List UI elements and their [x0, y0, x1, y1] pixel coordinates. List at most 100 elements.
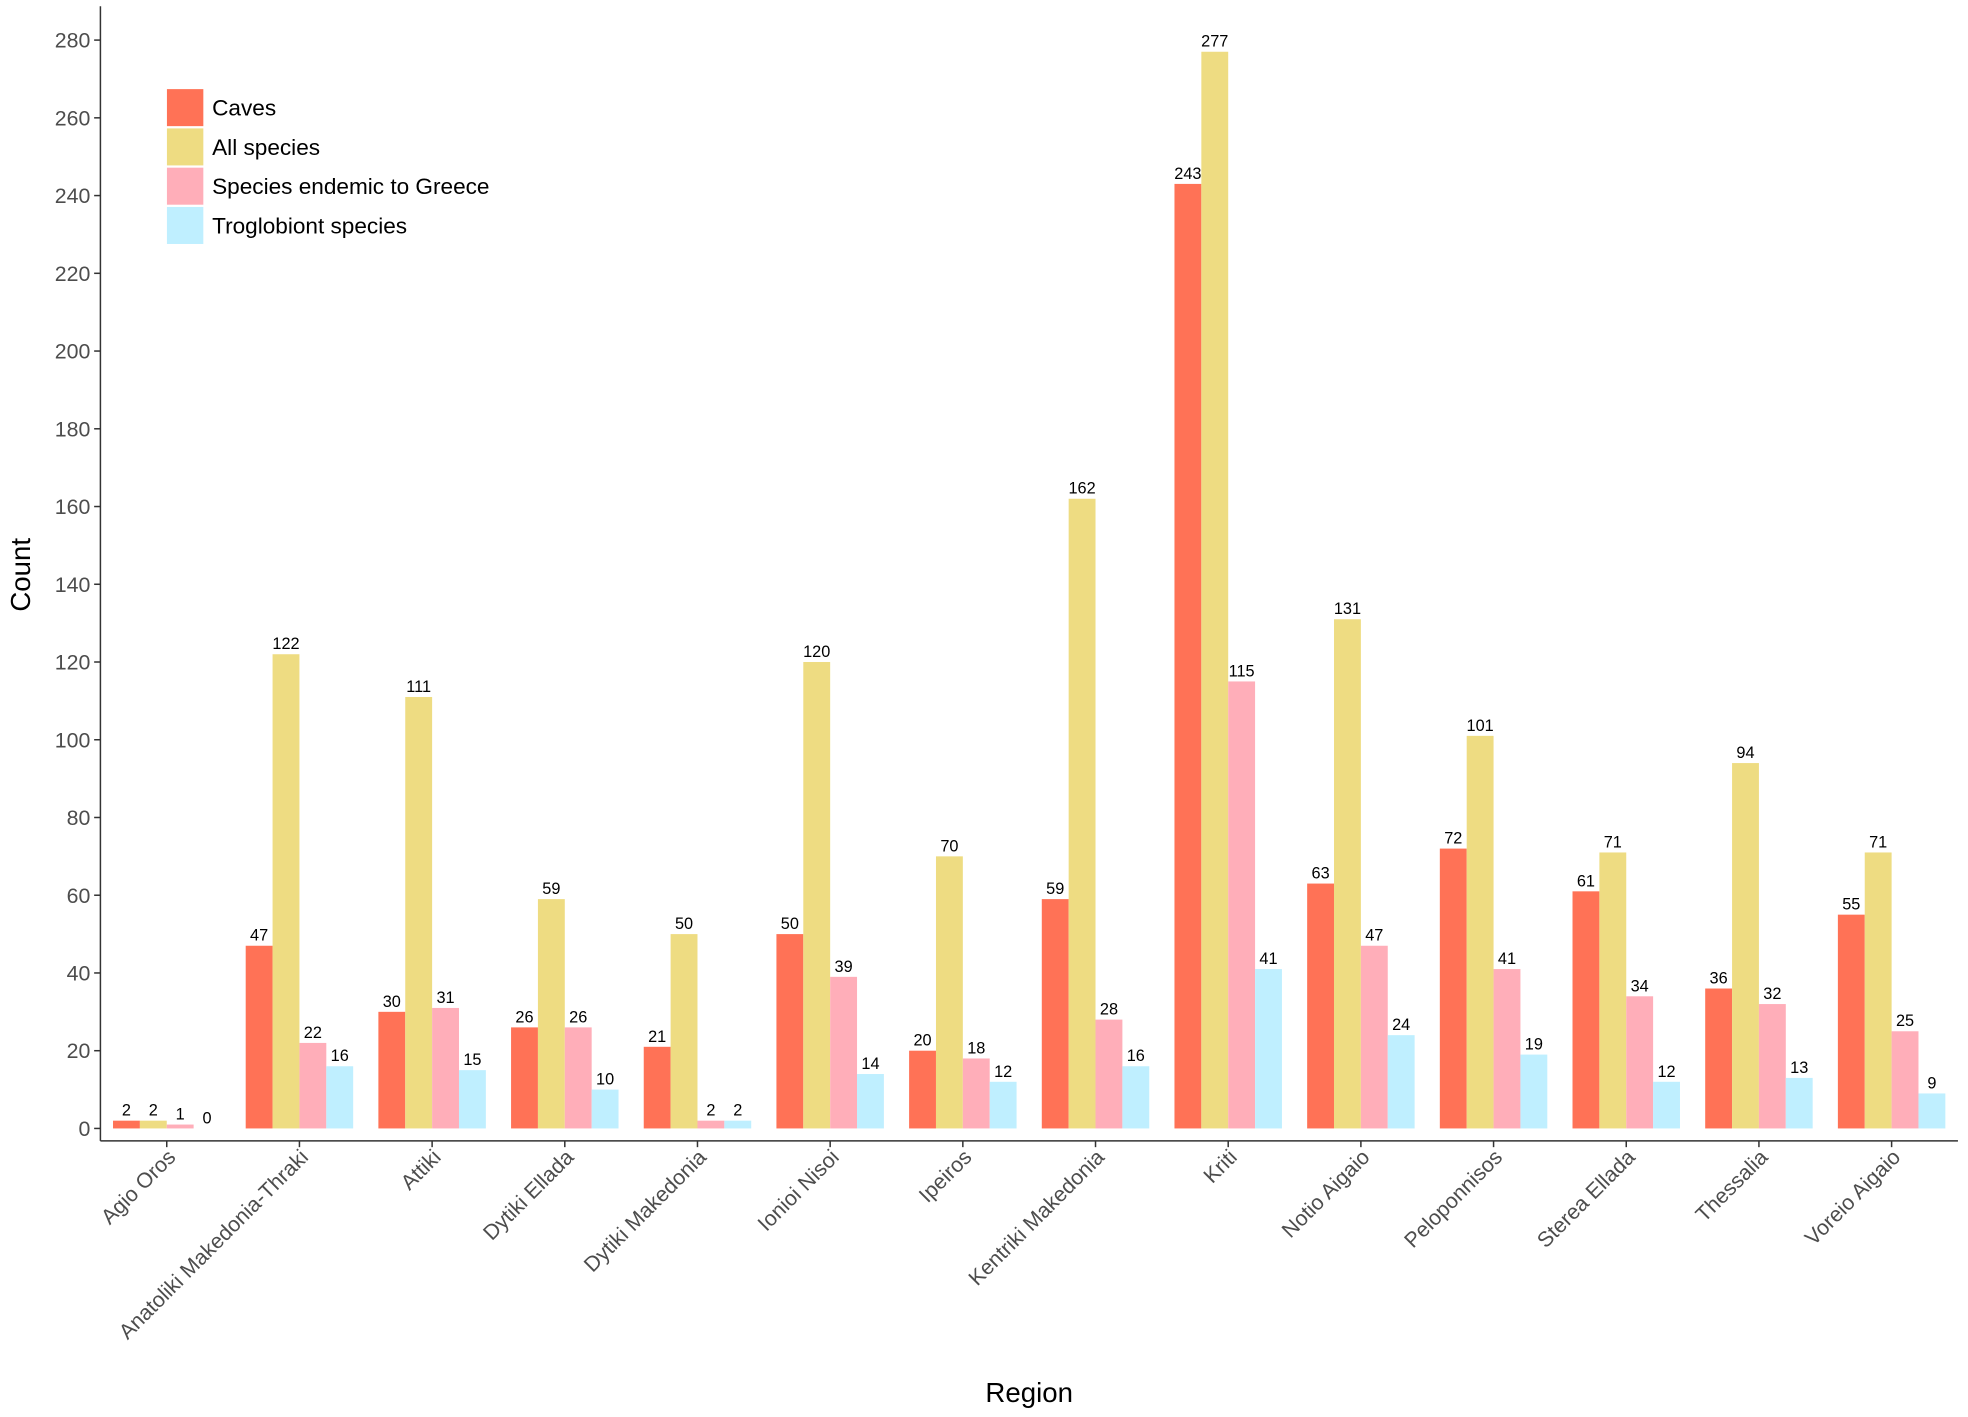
legend-key — [166, 89, 204, 127]
y-tick-label: 20 — [67, 1039, 91, 1063]
value-label: 71 — [1604, 833, 1622, 851]
bar — [1837, 914, 1865, 1129]
legend-key — [166, 167, 204, 205]
bar — [1572, 891, 1600, 1129]
value-label: 22 — [304, 1024, 322, 1042]
bar — [935, 856, 963, 1129]
bar — [1387, 1035, 1415, 1129]
bar — [537, 899, 565, 1129]
bar — [1095, 1019, 1123, 1129]
legend-label: Species endemic to Greece — [212, 174, 489, 199]
bar — [1228, 681, 1256, 1129]
x-tick-label: Ionioi Nisoi — [753, 1145, 844, 1236]
bar — [511, 1027, 538, 1129]
value-label: 31 — [436, 989, 454, 1007]
value-label: 2 — [122, 1102, 131, 1120]
legend-label: Caves — [212, 95, 276, 120]
value-label: 9 — [1927, 1074, 1936, 1092]
bar — [166, 1124, 194, 1129]
bar — [1068, 498, 1096, 1129]
bar — [564, 1027, 592, 1129]
legend-key — [166, 128, 204, 166]
value-label: 59 — [1046, 880, 1064, 898]
value-label: 72 — [1444, 830, 1462, 848]
x-tick-label: Agio Oros — [96, 1145, 180, 1229]
bar — [432, 1007, 459, 1129]
bar — [458, 1070, 486, 1129]
bar — [591, 1089, 619, 1129]
value-label: 41 — [1259, 950, 1277, 968]
y-tick-label: 200 — [55, 340, 91, 364]
x-tick-label: Notio Aigaio — [1277, 1145, 1374, 1242]
bar — [113, 1120, 140, 1129]
value-label: 18 — [967, 1039, 985, 1057]
y-tick-label: 120 — [55, 651, 91, 675]
bar — [803, 662, 831, 1129]
bar — [1864, 852, 1892, 1129]
value-label: 47 — [250, 927, 268, 945]
value-label: 243 — [1174, 165, 1201, 183]
y-tick-label: 220 — [55, 262, 91, 286]
value-label: 24 — [1392, 1016, 1410, 1034]
bar — [1785, 1077, 1813, 1129]
value-label: 101 — [1467, 717, 1494, 735]
x-tick-label: Thessalia — [1691, 1145, 1773, 1227]
value-label: 47 — [1365, 927, 1383, 945]
bar — [830, 976, 858, 1129]
y-tick-label: 40 — [67, 961, 91, 985]
bar — [299, 1042, 327, 1129]
bar — [1307, 883, 1335, 1129]
bar — [1360, 945, 1388, 1129]
x-tick-label: Dytiki Makedonia — [579, 1145, 711, 1277]
x-tick-label: Sterea Ellada — [1532, 1145, 1640, 1253]
bar — [1334, 619, 1361, 1129]
value-label: 12 — [994, 1063, 1012, 1081]
value-label: 122 — [272, 635, 299, 653]
x-tick-label: Voreio Aigaio — [1800, 1145, 1905, 1250]
bar — [643, 1046, 671, 1129]
bar — [670, 934, 698, 1129]
bar — [1520, 1054, 1548, 1129]
value-label: 70 — [940, 837, 958, 855]
y-tick-label: 260 — [55, 106, 91, 130]
value-label: 14 — [861, 1055, 879, 1073]
bar — [962, 1058, 990, 1129]
bar — [1174, 183, 1202, 1129]
value-label: 162 — [1068, 480, 1095, 498]
x-tick-label: Dytiki Ellada — [478, 1145, 578, 1245]
y-tick-label: 100 — [55, 728, 91, 752]
value-label: 34 — [1631, 977, 1649, 995]
value-label: 26 — [569, 1008, 587, 1026]
value-label: 15 — [463, 1051, 481, 1069]
value-label: 63 — [1312, 865, 1330, 883]
x-tick-label: Peloponnisos — [1400, 1145, 1508, 1253]
value-label: 61 — [1577, 872, 1595, 890]
bar — [1439, 848, 1467, 1129]
value-label: 55 — [1842, 896, 1860, 914]
y-tick-label: 0 — [78, 1117, 90, 1141]
bar — [1732, 763, 1759, 1129]
value-label: 120 — [803, 643, 830, 661]
value-label: 39 — [835, 958, 853, 976]
x-tick-label: Kriti — [1199, 1145, 1242, 1188]
bar — [776, 934, 804, 1129]
bar — [1599, 852, 1627, 1129]
value-label: 36 — [1710, 969, 1728, 987]
value-label: 21 — [648, 1028, 666, 1046]
value-label: 1 — [176, 1106, 185, 1124]
value-label: 2 — [149, 1102, 158, 1120]
x-axis-title: Region — [985, 1377, 1073, 1408]
value-label: 32 — [1763, 985, 1781, 1003]
value-label: 10 — [596, 1071, 614, 1089]
y-tick-label: 140 — [55, 573, 91, 597]
bar — [1255, 969, 1282, 1129]
bar — [405, 696, 433, 1129]
legend-label: All species — [212, 135, 320, 160]
x-tick-label: Attiki — [396, 1145, 446, 1195]
value-label: 20 — [913, 1032, 931, 1050]
x-tick-label: Kentriki Makedonia — [964, 1145, 1109, 1290]
y-tick-label: 280 — [55, 29, 91, 53]
bar — [1653, 1081, 1680, 1129]
value-label: 13 — [1790, 1059, 1808, 1077]
bar — [1705, 988, 1733, 1129]
